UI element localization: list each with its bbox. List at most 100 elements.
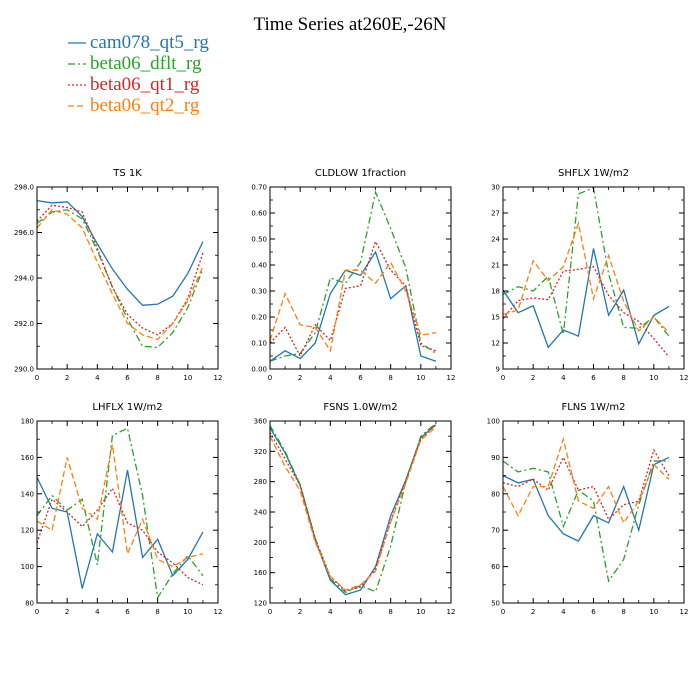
series-line-beta06-qt2-rg <box>503 220 670 334</box>
panel-title: LHFLX 1W/m2 <box>92 402 162 413</box>
y-tick-label: 30 <box>491 184 500 192</box>
series-line-beta06-qt2-rg <box>37 444 204 568</box>
x-tick-label: 6 <box>591 608 596 616</box>
legend-item-beta06-qt2-rg: beta06_qt2_rg <box>68 95 200 116</box>
y-tick-label: 180 <box>21 418 34 426</box>
series-line-beta06-qt1-rg <box>503 448 670 521</box>
panels: TS 1K0 2 4 6 8 10 12290.0292.0294.0296.0298.0C… <box>14 168 689 616</box>
panel-flns: FLNS 1W/m2 0 2 4 6 8 10 12 50 60 70 80 90 100 <box>487 402 689 616</box>
figure-title: Time Series at260E,-26N <box>254 14 447 35</box>
x-tick-label: 8 <box>155 608 159 616</box>
y-tick-label: 12 <box>491 340 500 348</box>
series-line-cam078-qt5-rg <box>37 470 204 589</box>
panel-title: CLDLOW 1fraction <box>315 168 406 179</box>
y-tick-label: 240 <box>254 509 267 517</box>
x-tick-label: 12 <box>447 608 456 616</box>
y-tick-label: 60 <box>491 563 500 571</box>
y-tick-label: 320 <box>254 448 267 456</box>
series-line-beta06-dflt-rg <box>503 187 670 337</box>
x-tick-label: 8 <box>621 608 625 616</box>
y-tick-label: 290.0 <box>14 366 34 374</box>
x-tick-label: 8 <box>155 374 159 382</box>
legend-item-beta06-dflt-rg: beta06_dflt_rg <box>68 53 202 74</box>
series-line-beta06-qt1-rg <box>503 266 670 358</box>
x-tick-label: 0 <box>501 374 505 382</box>
y-tick-label: 360 <box>254 418 267 426</box>
y-tick-label: 0.20 <box>251 314 267 322</box>
panel-title: SHFLX 1W/m2 <box>558 168 629 179</box>
y-tick-label: 80 <box>491 490 500 498</box>
y-tick-label: 280 <box>254 478 267 486</box>
series-line-beta06-qt1-rg <box>270 239 437 358</box>
x-tick-label: 4 <box>95 374 100 382</box>
x-tick-label: 12 <box>680 374 689 382</box>
legend-label: beta06_qt1_rg <box>90 74 200 95</box>
y-tick-label: 24 <box>491 236 500 244</box>
x-tick-label: 10 <box>183 374 192 382</box>
y-tick-label: 0.30 <box>251 288 267 296</box>
y-tick-label: 18 <box>491 288 500 296</box>
legend-label: beta06_qt2_rg <box>90 95 200 116</box>
series-line-beta06-qt2-rg <box>270 261 437 353</box>
series-line-cam078-qt5-rg <box>503 248 670 349</box>
x-tick-label: 10 <box>649 374 658 382</box>
series-line-beta06-qt2-rg <box>503 436 670 525</box>
x-tick-label: 0 <box>35 608 39 616</box>
y-tick-label: 100 <box>21 563 34 571</box>
x-tick-label: 2 <box>531 608 535 616</box>
y-tick-label: 160 <box>254 569 267 577</box>
y-tick-label: 100 <box>487 418 500 426</box>
y-tick-label: 27 <box>491 210 500 218</box>
y-tick-label: 80 <box>25 600 34 608</box>
y-tick-label: 0.40 <box>251 262 267 270</box>
y-tick-label: 200 <box>254 539 267 547</box>
y-tick-label: 140 <box>21 490 34 498</box>
y-tick-label: 0.60 <box>251 210 267 218</box>
legend: cam078_qt5_rgbeta06_dflt_rgbeta06_qt1_rg… <box>68 32 209 116</box>
y-tick-label: 0.70 <box>251 184 267 192</box>
series-line-beta06-dflt-rg <box>503 460 669 583</box>
y-tick-label: 50 <box>491 600 500 608</box>
x-tick-label: 10 <box>183 608 192 616</box>
x-tick-label: 0 <box>268 608 272 616</box>
x-tick-label: 12 <box>680 608 689 616</box>
y-tick-label: 90 <box>491 454 500 462</box>
legend-label: cam078_qt5_rg <box>90 32 209 53</box>
series-line-beta06-dflt-rg <box>270 190 437 362</box>
y-tick-label: 298.0 <box>14 184 34 192</box>
panel-ts: TS 1K 0 2 4 6 8 10 12 290.0 292.0 294.0 296.0 298.0 <box>14 168 223 382</box>
x-tick-label: 2 <box>298 374 302 382</box>
x-tick-label: 6 <box>125 608 130 616</box>
panel-title: TS 1K <box>112 168 142 179</box>
x-tick-label: 8 <box>388 608 392 616</box>
x-tick-label: 2 <box>65 374 69 382</box>
x-tick-label: 12 <box>214 374 223 382</box>
x-tick-label: 6 <box>358 608 363 616</box>
x-tick-label: 8 <box>388 374 392 382</box>
x-tick-label: 2 <box>65 608 69 616</box>
y-tick-label: 296.0 <box>14 229 34 237</box>
series-line-beta06-qt2-rg <box>37 209 204 341</box>
legend-item-beta06-qt1-rg: beta06_qt1_rg <box>68 74 200 95</box>
x-tick-label: 4 <box>95 608 100 616</box>
x-tick-label: 2 <box>531 374 535 382</box>
y-tick-label: 0.50 <box>251 236 267 244</box>
x-tick-label: 10 <box>416 374 425 382</box>
y-tick-label: 0.10 <box>251 340 267 348</box>
x-tick-label: 0 <box>501 608 505 616</box>
x-tick-label: 6 <box>125 374 130 382</box>
x-tick-label: 4 <box>561 608 566 616</box>
y-tick-label: 294.0 <box>14 275 34 283</box>
panel-title: FLNS 1W/m2 <box>561 402 625 413</box>
x-tick-label: 4 <box>561 374 566 382</box>
x-tick-label: 12 <box>214 608 223 616</box>
x-tick-label: 6 <box>358 374 363 382</box>
series-line-cam078-qt5-rg <box>37 200 204 306</box>
x-tick-label: 10 <box>416 608 425 616</box>
y-tick-label: 292.0 <box>14 320 34 328</box>
x-tick-label: 0 <box>35 374 39 382</box>
panel-fsns: FSNS 1.0W/m2 0 2 4 6 8 10 12 120 160 200 240 280 320 3… <box>254 402 456 616</box>
y-tick-label: 9 <box>496 366 500 374</box>
y-tick-label: 160 <box>21 454 34 462</box>
